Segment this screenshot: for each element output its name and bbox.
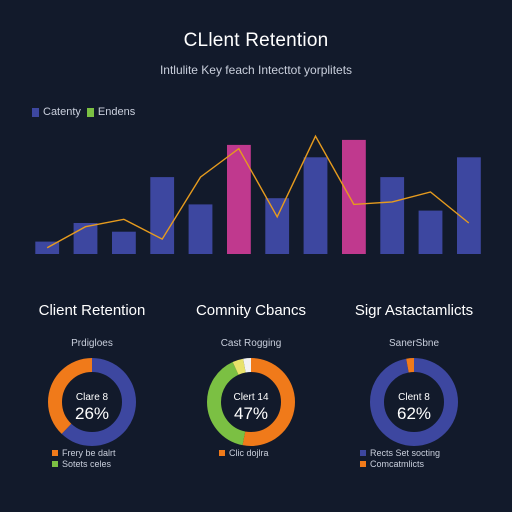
bar (265, 198, 290, 254)
panel-subtitle: Prdigloes (71, 338, 113, 349)
legend-item: Comcatmlicts (360, 458, 440, 469)
bar (342, 139, 366, 254)
main-bar-chart (35, 134, 481, 254)
legend-item: Sotets celes (52, 458, 116, 469)
panel-legend: Rects Set socting Comcatmlicts (360, 447, 440, 469)
legend-label: Endens (97, 106, 136, 118)
donut-chart (207, 358, 295, 446)
retention-panel: Client Retention Prdigloes Clare 8 26% F… (12, 300, 172, 490)
donut-slice (207, 358, 295, 446)
bar (150, 177, 175, 254)
legend-swatch (219, 449, 225, 456)
page-title: CLlent Retention (183, 30, 329, 51)
donut-slice (370, 358, 458, 446)
bar (73, 223, 98, 254)
donut-center-value: 62% (396, 404, 432, 423)
legend-item: Catenty (32, 106, 81, 118)
legend-label: Catenty (43, 106, 81, 118)
legend-item: Frery be dalrt (52, 447, 116, 458)
legend-item: Endens (86, 106, 136, 118)
donut-chart (48, 358, 136, 446)
bar (418, 210, 443, 254)
legend-label: Rects Set socting (370, 447, 441, 458)
panel-legend: Clic dojlra (219, 447, 269, 458)
satisfaction-panel: Sigr Astactamlicts SanerSbne Clent 8 62%… (334, 300, 494, 490)
main-chart-legend: Catenty Endens (32, 106, 141, 118)
donut-slice (48, 358, 136, 446)
legend-item: Rects Set socting (360, 447, 440, 458)
panel-title: Sigr Astactamlicts (354, 302, 474, 319)
legend-item: Clic dojlra (219, 447, 269, 458)
legend-swatch (52, 460, 58, 467)
community-panel: Comnity Cbancs Cast Rogging Clert 14 47%… (171, 300, 331, 490)
panel-legend: Frery be dalrt Sotets celes (52, 447, 116, 469)
panel-subtitle: SanerSbne (388, 338, 440, 349)
donut-slice (207, 358, 295, 446)
bar (227, 144, 251, 254)
legend-label: Sotets celes (62, 458, 112, 469)
bar (457, 157, 481, 254)
legend-swatch (360, 449, 366, 456)
bar (380, 177, 405, 254)
bar (112, 231, 136, 254)
legend-label: Clic dojlra (229, 447, 269, 458)
legend-swatch (52, 449, 58, 456)
donut-center-label: Clent 8 (398, 392, 430, 403)
page-subtitle: Intlulite Key feach Intecttot yorplitets (159, 63, 353, 77)
donut-center-value: 47% (233, 404, 269, 423)
bar (303, 157, 328, 254)
legend-label: Frery be dalrt (62, 447, 116, 458)
legend-label: Comcatmlicts (370, 458, 425, 469)
donut-center-label: Clare 8 (75, 392, 109, 403)
legend-swatch (86, 107, 94, 117)
donut-chart (370, 358, 458, 446)
donut-center-label: Clert 14 (233, 392, 269, 403)
panel-title: Comnity Cbancs (195, 302, 307, 319)
legend-swatch (360, 460, 366, 467)
trend-line (46, 134, 470, 249)
panel-title: Client Retention (38, 302, 146, 319)
donut-center-value: 26% (74, 404, 110, 423)
panel-subtitle: Cast Rogging (220, 338, 282, 349)
bar (188, 204, 213, 254)
legend-swatch (32, 107, 39, 117)
